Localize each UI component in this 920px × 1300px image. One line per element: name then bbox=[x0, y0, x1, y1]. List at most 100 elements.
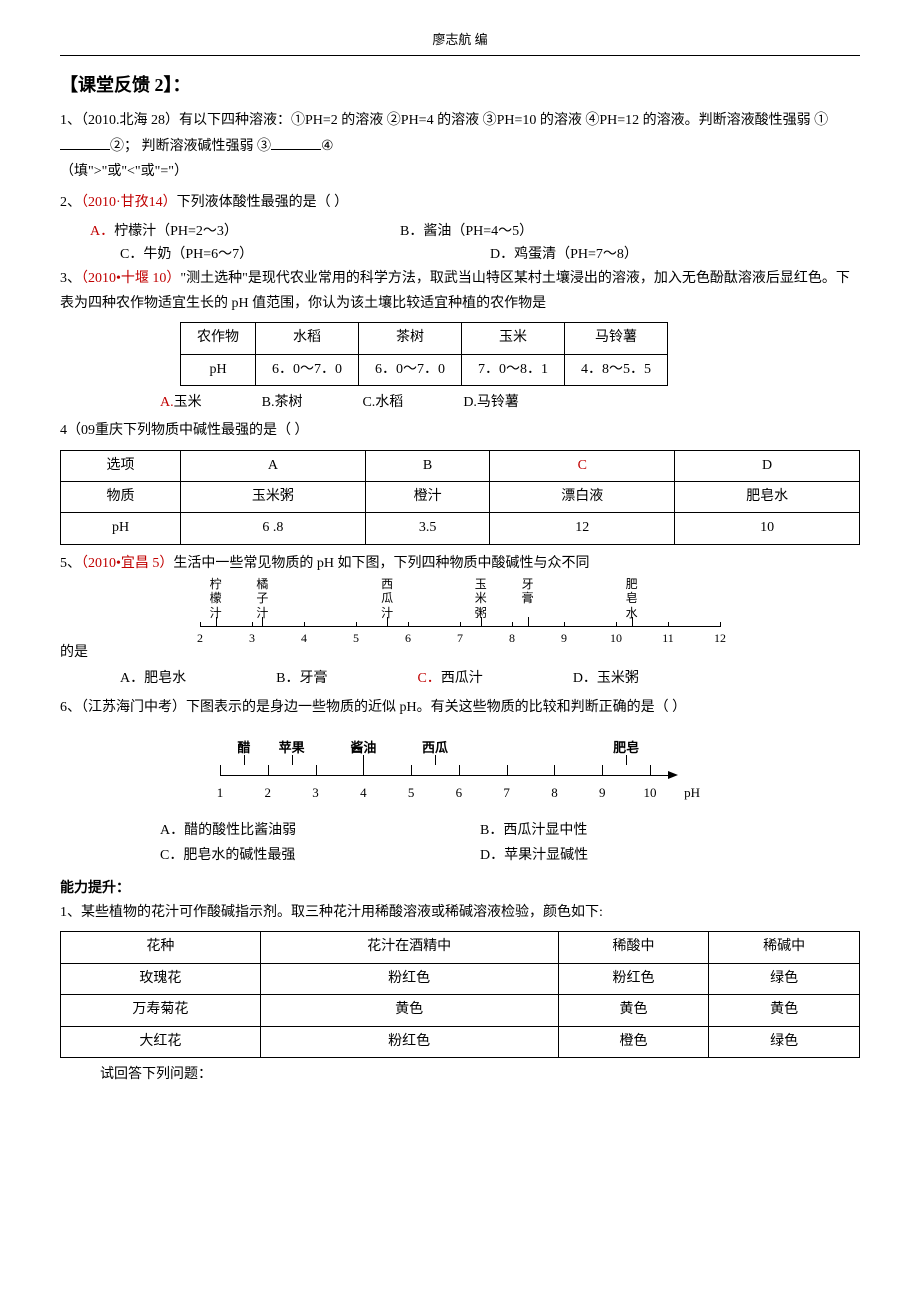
q6-ph-chart: pH 12345678910醋苹果酱油西瓜肥皂 bbox=[220, 735, 700, 805]
q4-r3-1: 6 .8 bbox=[181, 513, 366, 544]
q3-opt-d: D.马铃薯 bbox=[463, 392, 519, 414]
q2-options-row1: A．柠檬汁（PH=2～3） B．酱油（PH=4～5） bbox=[60, 221, 860, 243]
ph-label-tick bbox=[244, 755, 245, 765]
q5-opt-a: A．肥皂水 bbox=[120, 668, 186, 690]
q4-r3-3: 12 bbox=[490, 513, 675, 544]
q5-opt-c-text: 西瓜汁 bbox=[441, 671, 483, 686]
q3-prefix: 3、 bbox=[60, 271, 81, 286]
ph-tick-label: 8 bbox=[509, 629, 515, 648]
q1-text2: ②； 判断溶液碱性强弱 ③ bbox=[110, 139, 271, 154]
q1-text4: （填">"或"<"或"="） bbox=[60, 164, 188, 179]
q5-opt-c-label: C． bbox=[417, 671, 440, 686]
q6-options-row1: A．醋的酸性比酱油弱 B．西瓜汁显中性 bbox=[60, 820, 860, 842]
q1-text1: 1、（2010.北海 28）有以下四种溶液：①PH=2 的溶液 ②PH=4 的溶… bbox=[60, 113, 828, 128]
q4-r1-2: B bbox=[365, 450, 490, 481]
ab-r0-1: 粉红色 bbox=[260, 963, 558, 994]
ph-axis-label: pH bbox=[684, 783, 700, 804]
q2-opt-a-text: 柠檬汁（PH=2～3） bbox=[114, 224, 238, 239]
ph-label-tick bbox=[481, 617, 482, 627]
q5-prefix: 5、 bbox=[60, 556, 81, 571]
q1-blank2 bbox=[271, 133, 321, 150]
q2-text: 下列液体酸性最强的是（ ） bbox=[177, 195, 349, 210]
q6-opt-a: A．醋的酸性比酱油弱 bbox=[160, 820, 480, 842]
q6-opt-d: D．苹果汁显碱性 bbox=[480, 845, 588, 867]
ph-substance-label: 牙膏 bbox=[522, 577, 534, 606]
table-row: 花种 花汁在酒精中 稀酸中 稀碱中 bbox=[61, 932, 860, 963]
table-row: 农作物 水稻 茶树 玉米 马铃薯 bbox=[181, 323, 668, 354]
ab-r1-2: 黄色 bbox=[558, 995, 709, 1026]
question-1: 1、（2010.北海 28）有以下四种溶液：①PH=2 的溶液 ②PH=4 的溶… bbox=[60, 108, 860, 184]
q4-r2-0: 物质 bbox=[61, 482, 181, 513]
ab-h2: 稀酸中 bbox=[558, 932, 709, 963]
q3-cite: （2010•十堰 10） bbox=[81, 271, 180, 286]
ab-r0-3: 绿色 bbox=[709, 963, 860, 994]
ph-tick-label: 3 bbox=[312, 783, 319, 804]
ph-tick-label: 7 bbox=[503, 783, 510, 804]
ph-tick-label: 9 bbox=[561, 629, 567, 648]
q5-text1: 生活中一些常见物质的 pH 如下图，下列四种物质中酸碱性与众不同 bbox=[173, 556, 589, 571]
q4-table: 选项 A B C D 物质 玉米粥 橙汁 漂白液 肥皂水 pH 6 .8 3.5… bbox=[60, 450, 860, 545]
q6-options-row2: C．肥皂水的碱性最强 D．苹果汁显碱性 bbox=[60, 845, 860, 867]
ph-tick bbox=[564, 622, 565, 627]
ph-label-tick bbox=[216, 617, 217, 627]
ph-tick bbox=[512, 622, 513, 627]
ab-r2-0: 大红花 bbox=[61, 1026, 261, 1057]
question-2: 2、（2010·甘孜14）下列液体酸性最强的是（ ） bbox=[60, 190, 860, 215]
table-row: 物质 玉米粥 橙汁 漂白液 肥皂水 bbox=[61, 482, 860, 513]
ab-r0-2: 粉红色 bbox=[558, 963, 709, 994]
q4-r1-3: C bbox=[490, 450, 675, 481]
q3-options: A.玉米 B.茶树 C.水稻 D.马铃薯 bbox=[60, 392, 860, 414]
q5-opt-b: B．牙膏 bbox=[276, 668, 327, 690]
q3-h1: 水稻 bbox=[256, 323, 359, 354]
q4-r1-1: A bbox=[181, 450, 366, 481]
q3-r0: pH bbox=[181, 354, 256, 385]
ph-tick bbox=[668, 622, 669, 627]
arrow-icon bbox=[668, 771, 678, 779]
ph-tick bbox=[411, 765, 412, 775]
q3-table: 农作物 水稻 茶树 玉米 马铃薯 pH 6．0～7．0 6．0～7．0 7．0～… bbox=[180, 322, 668, 386]
q4-r2-1: 玉米粥 bbox=[181, 482, 366, 513]
section-title: 【课堂反馈 2】： bbox=[60, 71, 860, 100]
ph-label-tick bbox=[435, 755, 436, 765]
ph-tick-label: 2 bbox=[197, 629, 203, 648]
ph-substance-label: 柠檬汁 bbox=[210, 577, 222, 620]
ph-tick-label: 10 bbox=[644, 783, 657, 804]
ab-r1-3: 黄色 bbox=[709, 995, 860, 1026]
q2-opt-d: D．鸡蛋清（PH=7～8） bbox=[430, 244, 670, 266]
q3-r4: 4．8～5．5 bbox=[565, 354, 668, 385]
q4-r3-2: 3.5 bbox=[365, 513, 490, 544]
q2-prefix: 2、 bbox=[60, 195, 81, 210]
q2-options-row2: C．牛奶（PH=6～7） D．鸡蛋清（PH=7～8） bbox=[60, 244, 860, 266]
q3-h0: 农作物 bbox=[181, 323, 256, 354]
q4-r2-2: 橙汁 bbox=[365, 482, 490, 513]
ph-tick-label: 6 bbox=[456, 783, 463, 804]
ph-tick bbox=[363, 765, 364, 775]
q3-r1: 6．0～7．0 bbox=[256, 354, 359, 385]
ph-tick-label: 4 bbox=[301, 629, 307, 648]
q4-r2-3: 漂白液 bbox=[490, 482, 675, 513]
ph-tick bbox=[650, 765, 651, 775]
q4-r1-4: D bbox=[675, 450, 860, 481]
ph-tick bbox=[268, 765, 269, 775]
q4-r3-4: 10 bbox=[675, 513, 860, 544]
q1-text3: ④ bbox=[321, 139, 334, 154]
ph-tick-label: 2 bbox=[265, 783, 272, 804]
ph-tick bbox=[200, 622, 201, 627]
q3-r2: 6．0～7．0 bbox=[359, 354, 462, 385]
ab-r0-0: 玫瑰花 bbox=[61, 963, 261, 994]
ph-tick-label: 12 bbox=[714, 629, 726, 648]
q3-r3: 7．0～8．1 bbox=[462, 354, 565, 385]
ph-tick-label: 11 bbox=[662, 629, 674, 648]
ph-tick bbox=[408, 622, 409, 627]
q2-cite: （2010·甘孜14） bbox=[81, 195, 177, 210]
ph-tick-label: 1 bbox=[217, 783, 224, 804]
ph-tick bbox=[554, 765, 555, 775]
ability-title: 能力提升： bbox=[60, 878, 860, 900]
ph-tick-label: 3 bbox=[249, 629, 255, 648]
q6-opt-c: C．肥皂水的碱性最强 bbox=[160, 845, 480, 867]
ph-label-tick bbox=[626, 755, 627, 765]
q3-opt-c: C.水稻 bbox=[362, 392, 403, 414]
q2-opt-c: C．牛奶（PH=6～7） bbox=[120, 244, 430, 266]
ph-tick bbox=[720, 622, 721, 627]
table-row: pH 6 .8 3.5 12 10 bbox=[61, 513, 860, 544]
